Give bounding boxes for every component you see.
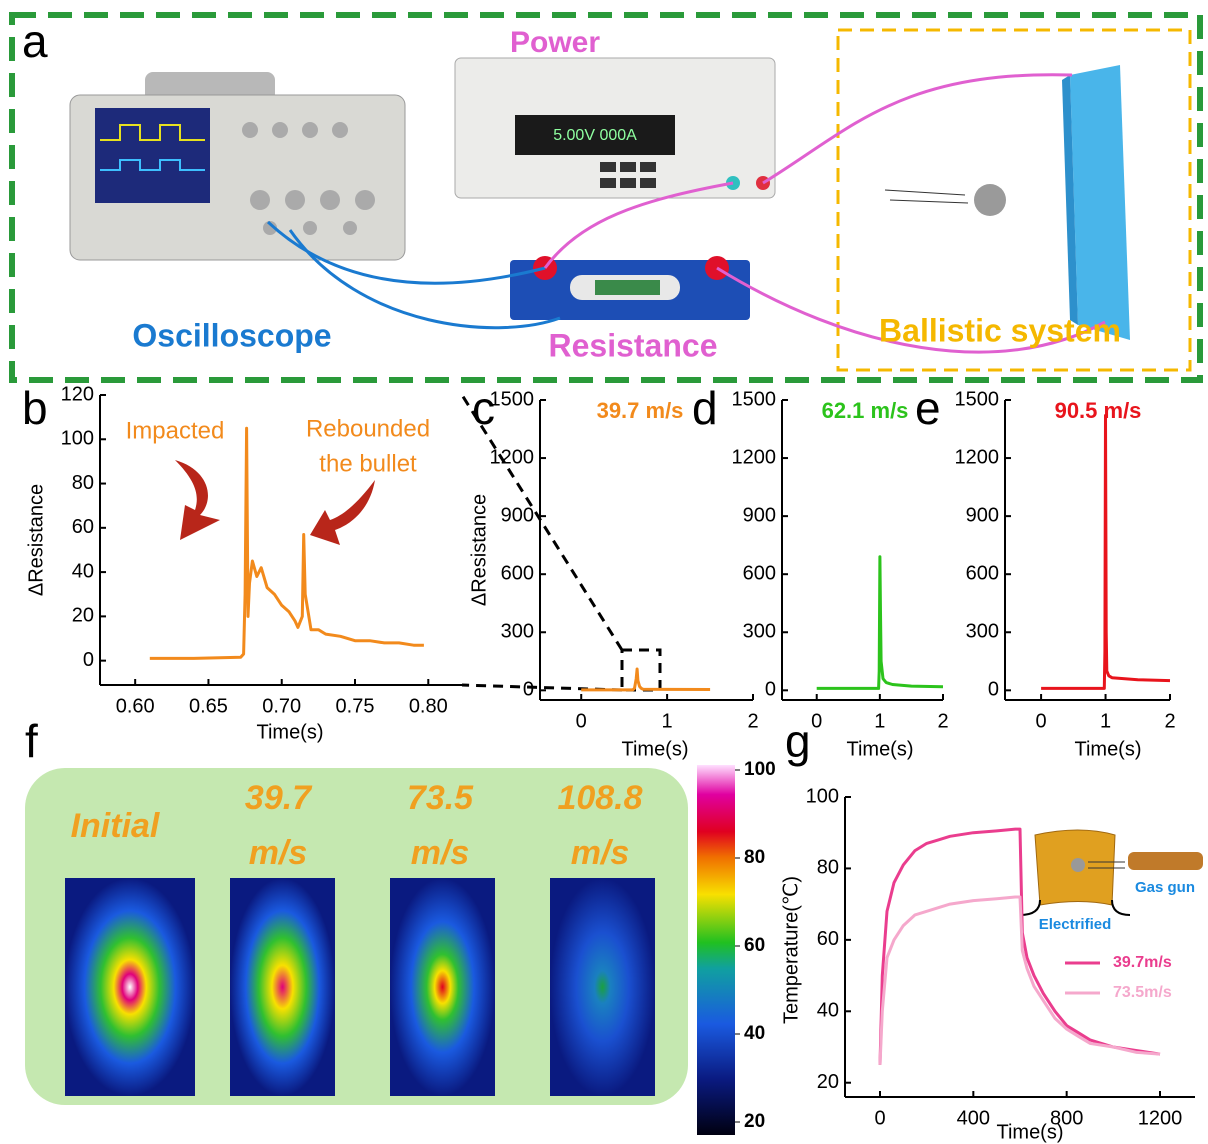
label-resistance: Resistance	[549, 327, 718, 363]
x-tick-label: 0.75	[336, 695, 375, 717]
y-tick-label: 100	[61, 428, 94, 450]
x-tick-label: 1200	[1138, 1107, 1183, 1129]
thermal-title: 108.8	[557, 779, 642, 817]
label-oscilloscope: Oscilloscope	[132, 317, 331, 353]
x-axis-title: Time(s)	[1074, 738, 1141, 760]
x-tick-label: 0.60	[116, 695, 155, 717]
zoom-indicator	[462, 395, 660, 690]
y-tick-label: 600	[501, 562, 534, 584]
x-tick-label: 1	[662, 710, 673, 732]
thermal-title: Initial	[71, 807, 161, 845]
y-tick-label: 1200	[955, 446, 1000, 468]
legend-label: 73.5m/s	[1113, 984, 1172, 1001]
thermal-title: m/s	[249, 834, 308, 872]
y-tick-label: 1500	[732, 388, 777, 410]
thermal-title: m/s	[571, 834, 630, 872]
panel-label: f	[25, 715, 38, 767]
y-axis-title: ΔResistance	[468, 494, 490, 606]
y-tick-label: 300	[966, 621, 999, 643]
data-line	[1041, 416, 1170, 689]
panel-label: d	[692, 382, 718, 434]
y-axis-title: Temperature(℃)	[780, 876, 802, 1024]
figure: 5.00V 000A Power Oscilloscope Resistance…	[0, 0, 1208, 1144]
y-tick-label: 1200	[490, 446, 535, 468]
annotation: Gas gun	[1135, 879, 1195, 896]
panel-label: a	[22, 15, 48, 67]
x-tick-label: 1	[874, 710, 885, 732]
x-tick-label: 1	[1100, 710, 1111, 732]
chart-title: 90.5 m/s	[1055, 398, 1142, 423]
colorbar-label: 100	[744, 759, 776, 780]
panel-label: e	[915, 382, 941, 434]
colorbar-label: 40	[744, 1023, 765, 1044]
thermal-title: 39.7	[245, 779, 313, 817]
x-tick-label: 0.80	[409, 695, 448, 717]
chart-title: 62.1 m/s	[822, 398, 909, 423]
svg-text:5.00V 000A: 5.00V 000A	[553, 127, 637, 144]
y-tick-label: 900	[743, 504, 776, 526]
y-tick-label: 0	[988, 679, 999, 701]
y-tick-label: 80	[72, 472, 94, 494]
x-tick-label: 0.65	[189, 695, 228, 717]
annotation: Electrified	[1039, 916, 1112, 933]
y-tick-label: 300	[501, 621, 534, 643]
x-axis-title: Time(s)	[846, 738, 913, 760]
y-tick-label: 60	[72, 516, 94, 538]
y-tick-label: 0	[523, 679, 534, 701]
chart-title: 39.7 m/s	[597, 398, 684, 423]
x-axis-title: Time(s)	[256, 721, 323, 743]
x-tick-label: 0.70	[262, 695, 301, 717]
annotation: the bullet	[319, 450, 417, 477]
x-tick-label: 2	[937, 710, 948, 732]
thermal-title: m/s	[411, 834, 470, 872]
thermal-title: 73.5	[407, 779, 474, 817]
y-tick-label: 100	[806, 785, 839, 807]
y-tick-label: 40	[72, 560, 94, 582]
y-tick-label: 1500	[490, 388, 535, 410]
inset-art	[1020, 830, 1203, 915]
colorbar-label: 60	[744, 935, 765, 956]
x-tick-label: 0	[874, 1107, 885, 1129]
x-axis-title: Time(s)	[621, 738, 688, 760]
y-tick-label: 20	[72, 605, 94, 627]
y-tick-label: 120	[61, 383, 94, 405]
panel-label: b	[22, 382, 48, 434]
data-line	[880, 829, 1160, 1065]
y-tick-label: 300	[743, 621, 776, 643]
colorbar-label: 20	[744, 1111, 765, 1132]
label-power: Power	[510, 26, 600, 59]
x-tick-label: 2	[1164, 710, 1175, 732]
x-tick-label: 400	[957, 1107, 990, 1129]
x-tick-label: 0	[1036, 710, 1047, 732]
y-axis-title: ΔResistance	[25, 484, 47, 596]
data-line	[581, 669, 710, 690]
x-tick-label: 0	[811, 710, 822, 732]
x-tick-label: 2	[747, 710, 758, 732]
y-tick-label: 900	[501, 504, 534, 526]
y-tick-label: 40	[817, 1000, 839, 1022]
y-tick-label: 600	[743, 562, 776, 584]
y-tick-label: 0	[765, 679, 776, 701]
y-tick-label: 0	[83, 649, 94, 671]
y-tick-label: 900	[966, 504, 999, 526]
annotation: Rebounded	[306, 415, 430, 442]
data-line	[880, 897, 1160, 1065]
label-ballistic: Ballistic system	[879, 312, 1121, 348]
y-tick-label: 20	[817, 1071, 839, 1093]
legend-label: 39.7m/s	[1113, 954, 1172, 971]
data-line	[817, 557, 943, 689]
x-tick-label: 0	[576, 710, 587, 732]
y-tick-label: 60	[817, 928, 839, 950]
colorbar-label: 80	[744, 847, 765, 868]
y-tick-label: 80	[817, 857, 839, 879]
annotation: Impacted	[126, 417, 225, 444]
panel-label: g	[785, 715, 811, 767]
x-axis-title: Time(s)	[996, 1121, 1063, 1143]
y-tick-label: 600	[966, 562, 999, 584]
y-tick-label: 1200	[732, 446, 777, 468]
y-tick-label: 1500	[955, 388, 1000, 410]
